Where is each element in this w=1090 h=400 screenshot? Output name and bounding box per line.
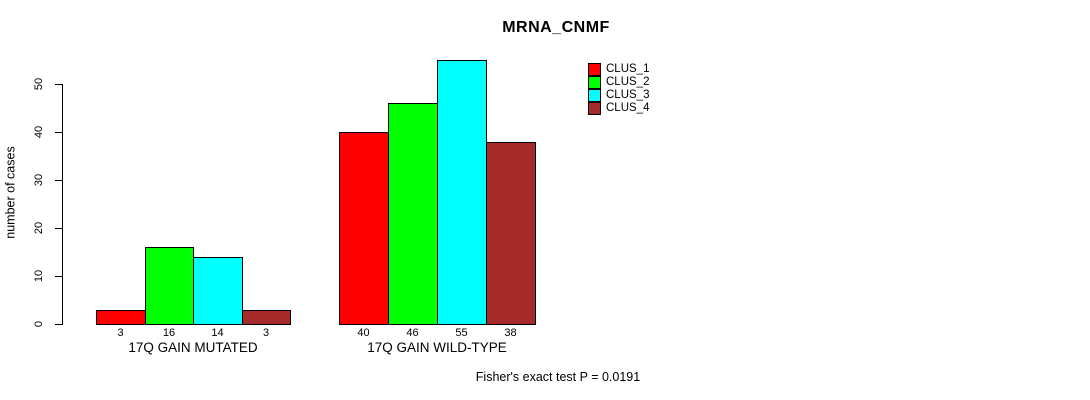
y-axis-tick: [55, 276, 62, 277]
y-axis-tick: [55, 84, 62, 85]
legend-item-clus_4: CLUS_4: [588, 102, 649, 115]
y-axis-tick: [55, 324, 62, 325]
legend-label: CLUS_3: [606, 89, 650, 101]
x-category-label: 17Q GAIN WILD-TYPE: [367, 340, 507, 355]
y-tick-label: 10: [33, 269, 45, 283]
bar-value-label: 3: [262, 327, 270, 339]
legend-item-clus_1: CLUS_1: [588, 63, 649, 76]
legend-item-clus_2: CLUS_2: [588, 76, 649, 89]
bar-clus_2-group1: [145, 247, 194, 325]
legend-swatch-clus_3: [588, 89, 601, 102]
legend: CLUS_1 CLUS_2 CLUS_3 CLUS_4: [588, 63, 649, 115]
bar-clus_1-group1: [96, 310, 146, 325]
bar-clus_1-group2: [339, 132, 389, 325]
y-tick-label: 50: [33, 77, 45, 91]
bar-value-label: 38: [504, 327, 517, 339]
legend-label: CLUS_1: [606, 63, 650, 75]
bar-clus_4-group1: [242, 310, 291, 325]
bar-clus_3-group1: [193, 257, 243, 325]
legend-label: CLUS_4: [606, 102, 650, 114]
bar-value-label: 46: [406, 327, 419, 339]
bar-value-label: 3: [117, 327, 124, 339]
y-axis-tick: [55, 132, 62, 133]
bar-clus_3-group2: [437, 60, 487, 325]
y-axis-tick: [55, 228, 62, 229]
bar-clus_2-group2: [388, 103, 438, 325]
legend-swatch-clus_4: [588, 102, 601, 115]
annotation-text: Fisher's exact test P = 0.0191: [475, 370, 641, 384]
y-tick-label: 30: [33, 173, 45, 187]
y-axis-tick: [55, 180, 62, 181]
y-tick-label: 20: [33, 221, 45, 235]
bar-clus_4-group2: [486, 142, 536, 325]
legend-swatch-clus_1: [588, 63, 601, 76]
chart-title: MRNA_CNMF: [502, 19, 610, 36]
y-tick-label: 40: [33, 125, 45, 139]
y-axis-line: [62, 84, 63, 325]
bar-value-label: 14: [211, 327, 224, 339]
legend-label: CLUS_2: [606, 76, 650, 88]
y-tick-label: 0: [33, 320, 45, 328]
bar-value-label: 16: [162, 327, 176, 339]
bar-value-label: 40: [357, 327, 370, 339]
legend-item-clus_3: CLUS_3: [588, 89, 649, 102]
x-category-label: 17Q GAIN MUTATED: [128, 340, 258, 355]
bar-value-label: 55: [455, 327, 468, 339]
legend-swatch-clus_2: [588, 76, 601, 89]
